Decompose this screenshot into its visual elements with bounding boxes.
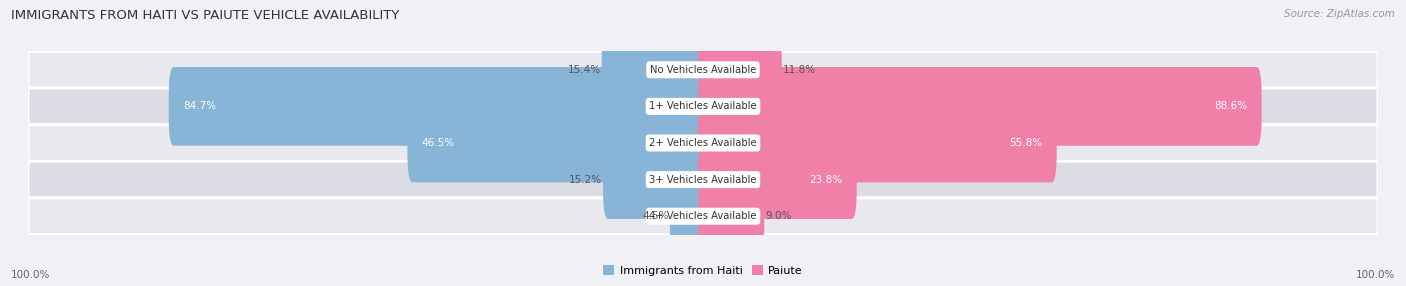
Text: 4.5%: 4.5% <box>643 211 669 221</box>
FancyBboxPatch shape <box>408 104 709 182</box>
Text: 100.0%: 100.0% <box>11 270 51 280</box>
Legend: Immigrants from Haiti, Paiute: Immigrants from Haiti, Paiute <box>599 261 807 280</box>
FancyBboxPatch shape <box>28 125 1378 161</box>
Text: 15.4%: 15.4% <box>568 65 600 75</box>
FancyBboxPatch shape <box>697 30 782 109</box>
FancyBboxPatch shape <box>697 140 856 219</box>
FancyBboxPatch shape <box>697 67 1261 146</box>
FancyBboxPatch shape <box>28 51 1378 88</box>
Text: 4+ Vehicles Available: 4+ Vehicles Available <box>650 211 756 221</box>
FancyBboxPatch shape <box>28 198 1378 235</box>
FancyBboxPatch shape <box>602 30 709 109</box>
Text: 3+ Vehicles Available: 3+ Vehicles Available <box>650 175 756 184</box>
Text: 11.8%: 11.8% <box>783 65 815 75</box>
Text: IMMIGRANTS FROM HAITI VS PAIUTE VEHICLE AVAILABILITY: IMMIGRANTS FROM HAITI VS PAIUTE VEHICLE … <box>11 9 399 21</box>
FancyBboxPatch shape <box>669 177 709 256</box>
FancyBboxPatch shape <box>28 161 1378 198</box>
Text: 1+ Vehicles Available: 1+ Vehicles Available <box>650 102 756 111</box>
Text: 2+ Vehicles Available: 2+ Vehicles Available <box>650 138 756 148</box>
Text: 46.5%: 46.5% <box>422 138 456 148</box>
FancyBboxPatch shape <box>169 67 709 146</box>
Text: 55.8%: 55.8% <box>1010 138 1042 148</box>
FancyBboxPatch shape <box>28 88 1378 125</box>
Text: 88.6%: 88.6% <box>1215 102 1247 111</box>
Text: Source: ZipAtlas.com: Source: ZipAtlas.com <box>1284 9 1395 19</box>
Text: 15.2%: 15.2% <box>568 175 602 184</box>
FancyBboxPatch shape <box>697 104 1057 182</box>
FancyBboxPatch shape <box>603 140 709 219</box>
Text: 9.0%: 9.0% <box>765 211 792 221</box>
Text: No Vehicles Available: No Vehicles Available <box>650 65 756 75</box>
Text: 100.0%: 100.0% <box>1355 270 1395 280</box>
Text: 23.8%: 23.8% <box>810 175 842 184</box>
FancyBboxPatch shape <box>697 177 765 256</box>
Text: 84.7%: 84.7% <box>183 102 217 111</box>
